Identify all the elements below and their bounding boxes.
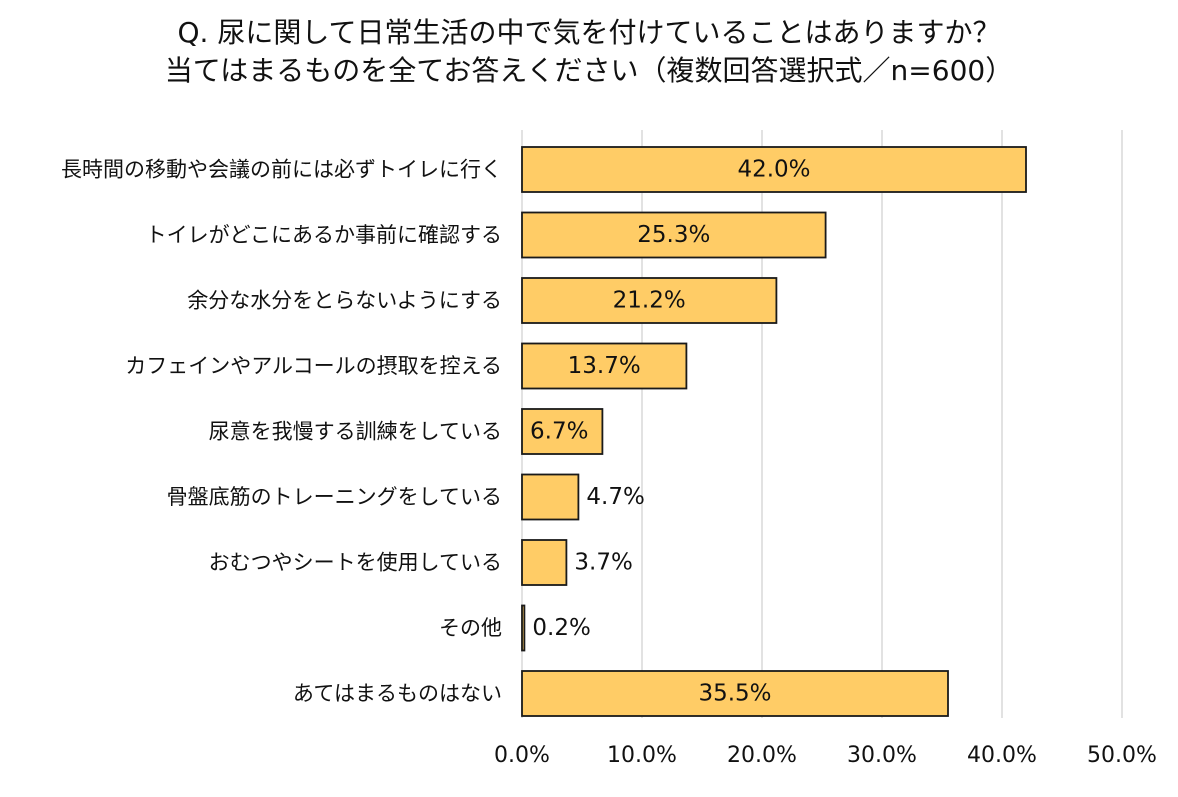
bar-4 <box>521 408 604 455</box>
bar-3 <box>521 342 688 390</box>
bar-0 <box>521 146 1027 193</box>
category-label-2: 余分な水分をとらないようにする <box>187 289 502 313</box>
bar-6 <box>521 539 568 586</box>
data-label-1: 25.3% <box>637 222 710 248</box>
data-label-6: 3.7% <box>574 550 632 576</box>
data-label-2: 21.2% <box>613 288 686 314</box>
labels-layer: 長時間の移動や会議の前には必ずトイレに行く 42.0% トイレがどこにあるか事前に確… <box>61 157 811 707</box>
chart-title-line-1: Q. 尿に関して日常生活の中で気を付けていることはありますか？ <box>177 16 1001 49</box>
category-label-8: あてはまるものはない <box>293 682 502 706</box>
category-label-0: 長時間の移動や会議の前には必ずトイレに行く <box>61 158 502 182</box>
data-label-0: 42.0% <box>737 157 810 183</box>
x-tick-label-5: 50.0% <box>1087 743 1157 768</box>
bars-layer <box>521 146 1027 717</box>
category-label-4: 尿意を我慢する訓練をしている <box>209 420 502 444</box>
bar-1 <box>521 211 827 259</box>
x-tick-label-3: 30.0% <box>847 743 917 768</box>
x-tick-label-2: 20.0% <box>727 743 797 768</box>
data-label-4: 6.7% <box>530 419 588 445</box>
category-label-5: 骨盤底筋のトレーニングをしている <box>167 485 502 509</box>
bar-8 <box>521 670 949 717</box>
bar-7 <box>521 604 526 652</box>
bar-5 <box>521 473 580 521</box>
bar-2 <box>521 277 778 324</box>
data-label-5: 4.7% <box>586 484 644 510</box>
data-label-7: 0.2% <box>532 615 590 641</box>
x-axis-ticks: 0.0% 10.0% 20.0% 30.0% 40.0% 50.0% <box>494 743 1157 768</box>
category-label-6: おむつやシートを使用している <box>209 551 502 575</box>
chart-title: Q. 尿に関して日常生活の中で気を付けていることはありますか？ 当てはまるものを… <box>0 14 1178 90</box>
category-label-1: トイレがどこにあるか事前に確認する <box>146 223 502 247</box>
chart-title-line-2: 当てはまるものを全てお答えください（複数回答選択式／n=600） <box>164 54 1014 87</box>
category-label-7: その他 <box>439 616 502 640</box>
data-label-8: 35.5% <box>698 681 771 707</box>
x-tick-label-4: 40.0% <box>967 743 1037 768</box>
category-label-3: カフェインやアルコールの摂取を控える <box>125 354 502 378</box>
data-label-3: 13.7% <box>568 353 641 379</box>
x-tick-label-1: 10.0% <box>607 743 677 768</box>
x-tick-label-0: 0.0% <box>494 743 550 768</box>
